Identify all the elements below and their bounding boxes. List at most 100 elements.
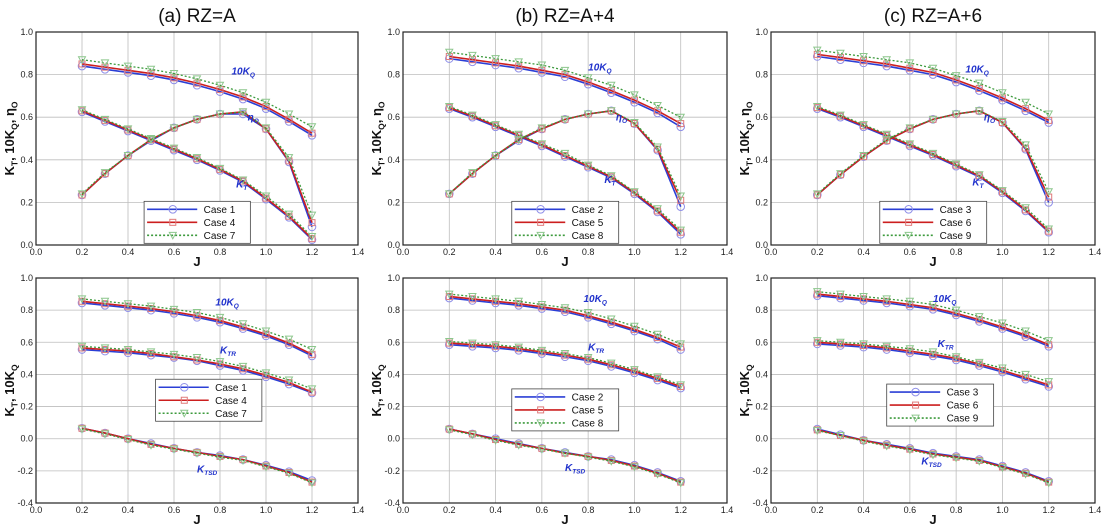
triangle-marker — [123, 436, 133, 445]
circle-marker — [1044, 118, 1054, 127]
y-tick-label: 1.0 — [387, 273, 400, 283]
triangle-marker — [583, 309, 593, 318]
triangle-marker — [261, 327, 271, 336]
square-marker — [468, 56, 476, 64]
y-tick-label: 0.2 — [20, 197, 33, 207]
triangle-marker — [606, 457, 616, 466]
legend-entry: Case 7 — [215, 409, 247, 420]
triangle-marker — [468, 169, 477, 178]
subplot-1: 0.0 0.2 0.4 0.6 0.8 1.0 1.2 1.4 0.0 0.2 0.4 0.6 0.8 1… — [2, 6, 364, 269]
curve-label: 10KQ​ — [933, 294, 956, 307]
subplot-5: 0.0 0.2 0.4 0.6 0.8 1.0 1.2 1.4 -0.4 -0.2 0.0 0.2 0.… — [369, 273, 733, 526]
triangle-marker — [261, 98, 271, 107]
triangle-marker — [859, 292, 868, 302]
curve-label: KT​ — [972, 177, 984, 190]
legend-entry: Case 9 — [947, 414, 979, 425]
square-marker — [538, 348, 546, 356]
label-subscript: Q — [250, 72, 255, 79]
triangle-marker — [100, 169, 110, 178]
triangle-marker — [169, 144, 179, 153]
triangle-marker — [560, 350, 570, 359]
subplot-4: 0.0 0.2 0.4 0.6 0.8 1.0 1.2 1.4 -0.4 -0.2 0.0 0.2 0.… — [2, 273, 364, 526]
label-subscript: T — [376, 401, 386, 407]
label-subscript: TSD — [572, 468, 585, 475]
series-line — [817, 428, 1049, 483]
legend: Case 3 Case 6 Case 9 — [879, 200, 988, 244]
y-tick-label: 0.0 — [755, 434, 768, 444]
x-tick-label: 0.8 — [582, 505, 595, 515]
series-line — [81, 111, 313, 241]
triangle-marker — [583, 453, 593, 462]
y-tick-label: 0.6 — [387, 112, 400, 122]
square-marker — [262, 194, 270, 202]
triangle-marker — [905, 446, 915, 455]
y-tick-label: 0.6 — [20, 337, 33, 347]
square-marker — [677, 228, 685, 236]
circle-marker — [491, 298, 500, 308]
triangle-marker — [998, 89, 1007, 98]
label-part: , η — [2, 108, 17, 123]
label-subscript: O — [254, 118, 259, 125]
plot-frame — [35, 31, 359, 246]
triangle-marker — [1044, 479, 1054, 488]
triangle-marker — [100, 430, 110, 439]
triangle-marker — [514, 58, 524, 67]
square-marker — [180, 396, 188, 404]
triangle-marker — [491, 55, 500, 64]
triangle-marker — [168, 231, 178, 240]
triangle-marker — [676, 192, 686, 201]
triangle-marker — [676, 113, 686, 122]
triangle-marker — [928, 348, 938, 357]
triangle-marker — [653, 330, 662, 339]
y-tick-label: 0.0 — [20, 434, 33, 444]
y-tick-label: 1.0 — [755, 27, 768, 37]
triangle-marker — [1021, 98, 1030, 107]
subplot-3: 0.0 0.2 0.4 0.6 0.8 1.0 1.2 1.4 0.0 0.2 0.4 0.6 0.8 1… — [737, 6, 1101, 269]
triangle-marker — [583, 354, 593, 363]
label-subscript: Q — [744, 123, 754, 130]
label-part: , 10K — [737, 370, 752, 402]
square-marker — [677, 343, 685, 351]
y-tick-label: -0.2 — [752, 466, 768, 476]
square-marker — [607, 87, 615, 95]
circle-marker — [179, 382, 189, 392]
square-marker — [239, 365, 247, 373]
triangle-marker — [179, 409, 189, 418]
triangle-marker — [491, 295, 500, 304]
legend: Case 2 Case 5 Case 8 — [511, 388, 620, 432]
triangle-marker — [491, 436, 500, 445]
label-subscript: Q — [951, 300, 956, 307]
series-case-7 — [77, 56, 317, 242]
x-tick-label: 0.0 — [765, 505, 778, 515]
label-subscript: Q — [9, 123, 19, 130]
x-tick-label: 0.0 — [397, 247, 410, 257]
x-tick-label: 1.2 — [674, 505, 687, 515]
triangle-marker — [630, 91, 639, 100]
circle-marker — [100, 346, 110, 356]
label-part: η — [984, 112, 990, 123]
series-line — [817, 343, 1049, 388]
y-tick-label: 0.8 — [755, 305, 768, 315]
plot-frame — [402, 277, 728, 504]
square-marker — [584, 78, 592, 86]
curve-label: 10KQ​ — [232, 67, 255, 80]
series-line — [449, 105, 682, 231]
triangle-marker — [514, 136, 524, 145]
x-tick-label: 0.0 — [397, 505, 410, 515]
series-line — [449, 428, 681, 483]
circle-marker — [491, 343, 500, 353]
square-marker — [836, 292, 844, 300]
x-tick-label: 0.0 — [30, 505, 43, 515]
series-line — [81, 111, 313, 223]
curve-label: KTR​ — [588, 342, 604, 355]
square-marker — [101, 63, 109, 71]
legend-entry: Case 8 — [572, 231, 604, 242]
square-marker — [262, 371, 270, 379]
label-part: η — [616, 112, 622, 123]
x-tick-label: 1.4 — [1089, 505, 1102, 515]
circle-marker — [911, 387, 920, 397]
series-line — [81, 111, 313, 216]
circle-marker — [123, 303, 133, 313]
triangle-marker — [882, 130, 892, 139]
label-part: K — [921, 456, 929, 467]
